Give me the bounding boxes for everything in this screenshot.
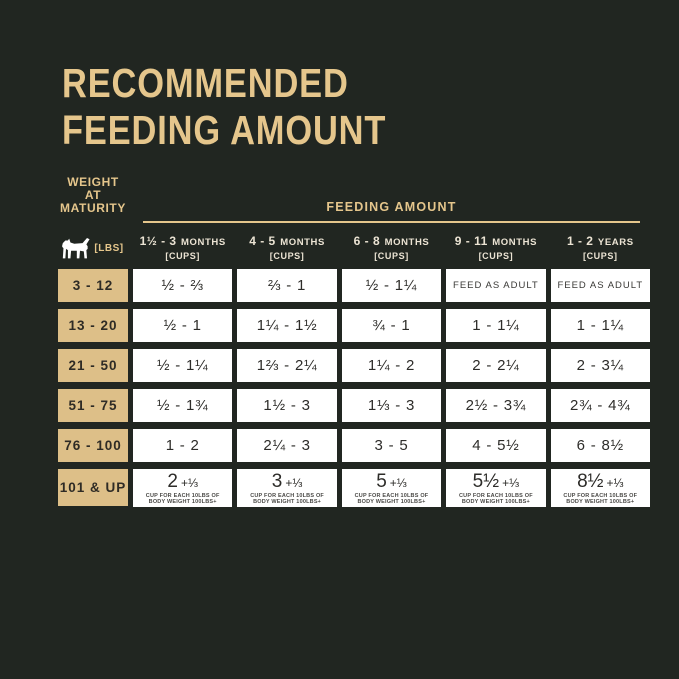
weight-cell: 76 - 100 [58, 429, 128, 462]
value-cell-with-note: 8½ +⅓ CUP FOR EACH 10LBS OF BODY WEIGHT … [550, 469, 650, 507]
value-cell: ¾ - 1 [341, 309, 442, 342]
value-cell: 2¾ - 4¾ [550, 389, 650, 422]
value-cell: 4 - 5½ [446, 429, 546, 462]
value-cell: 1¼ - 2 [341, 349, 442, 382]
col-header-4: 1 - 2 YEARS [CUPS] [566, 234, 634, 261]
col-header-1: 4 - 5 MONTHS [CUPS] [249, 234, 325, 261]
value-cell-with-note: 5 +⅓ CUP FOR EACH 10LBS OF BODY WEIGHT 1… [341, 469, 442, 507]
weight-at-maturity-label: WEIGHT AT MATURITY [60, 175, 126, 215]
weight-cell: 13 - 20 [58, 309, 128, 342]
value-cell: 1⅓ - 3 [341, 389, 442, 422]
weight-cell: 21 - 50 [58, 349, 128, 382]
feeding-table: WEIGHT AT MATURITY FEEDING AMOUNT [LBS] … [58, 176, 650, 507]
value-cell: 2¼ - 3 [237, 429, 337, 462]
cell-note: CUP FOR EACH 10LBS OF BODY WEIGHT 100LBS… [145, 493, 220, 505]
col-header-0: 1½ - 3 MONTHS [CUPS] [139, 234, 226, 261]
col-header-2: 6 - 8 MONTHS [CUPS] [353, 234, 430, 261]
value-cell-feed-as-adult: FEED AS ADULT [550, 269, 650, 302]
weight-cell: 101 & UP [58, 469, 128, 506]
cell-note: CUP FOR EACH 10LBS OF BODY WEIGHT 100LBS… [459, 493, 533, 505]
value-cell-with-note: 5½ +⅓ CUP FOR EACH 10LBS OF BODY WEIGHT … [446, 469, 546, 507]
value-cell: ½ - 1 [133, 309, 233, 342]
value-cell-with-note: 3 +⅓ CUP FOR EACH 10LBS OF BODY WEIGHT 1… [237, 469, 337, 507]
value-cell: 1 - 2 [133, 429, 233, 462]
value-cell: 1¼ - 1½ [237, 309, 337, 342]
page-title-line1: RECOMMENDED [62, 60, 349, 106]
cell-note: CUP FOR EACH 10LBS OF BODY WEIGHT 100LBS… [250, 493, 324, 505]
dog-icon [62, 237, 90, 258]
page-title-line2: FEEDING AMOUNT [62, 107, 387, 153]
value-cell: 1 - 1¼ [446, 309, 546, 342]
page-title: RECOMMENDED FEEDING AMOUNT [62, 60, 386, 154]
lbs-label: [LBS] [94, 242, 124, 254]
value-cell: 2 - 2¼ [446, 349, 546, 382]
lbs-header-cell: [LBS] [58, 230, 128, 262]
value-cell: 2½ - 3¾ [446, 389, 546, 422]
value-cell: 1½ - 3 [237, 389, 337, 422]
weight-cell: 3 - 12 [58, 269, 128, 302]
feeding-amount-label: FEEDING AMOUNT [143, 200, 640, 223]
value-cell: ½ - ⅔ [133, 269, 233, 302]
value-cell-feed-as-adult: FEED AS ADULT [446, 269, 546, 302]
col-header-3: 9 - 11 MONTHS [CUPS] [454, 234, 538, 261]
value-cell: 3 - 5 [341, 429, 442, 462]
value-cell-with-note: 2 +⅓ CUP FOR EACH 10LBS OF BODY WEIGHT 1… [133, 469, 233, 507]
value-cell: 1 - 1¼ [550, 309, 650, 342]
value-cell: ½ - 1¾ [133, 389, 233, 422]
weight-cell: 51 - 75 [58, 389, 128, 422]
value-cell: 6 - 8½ [550, 429, 650, 462]
value-cell: 1⅔ - 2¼ [237, 349, 337, 382]
value-cell: ½ - 1¼ [133, 349, 233, 382]
value-cell: ½ - 1¼ [341, 269, 442, 302]
value-cell: 2 - 3¼ [550, 349, 650, 382]
cell-note: CUP FOR EACH 10LBS OF BODY WEIGHT 100LBS… [354, 493, 429, 505]
cell-note: CUP FOR EACH 10LBS OF BODY WEIGHT 100LBS… [563, 493, 638, 505]
value-cell: ⅔ - 1 [237, 269, 337, 302]
